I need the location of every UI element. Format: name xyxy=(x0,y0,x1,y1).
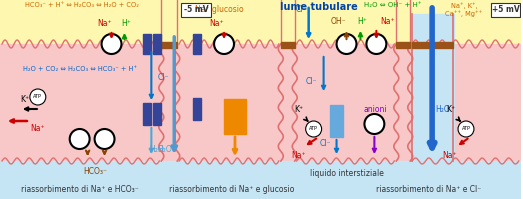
Text: K⁺: K⁺ xyxy=(294,105,303,114)
Text: H₂O: H₂O xyxy=(435,104,450,113)
Text: K⁺: K⁺ xyxy=(20,95,29,104)
Bar xyxy=(0,0,521,44)
Text: ATP: ATP xyxy=(462,127,470,132)
Text: Na⁺ glucosio: Na⁺ glucosio xyxy=(195,5,243,14)
Text: H⁺: H⁺ xyxy=(358,17,367,26)
Text: Cl⁻: Cl⁻ xyxy=(295,5,306,14)
Circle shape xyxy=(367,34,386,54)
Circle shape xyxy=(336,34,357,54)
FancyBboxPatch shape xyxy=(181,3,211,17)
Bar xyxy=(396,42,410,48)
Circle shape xyxy=(214,34,234,54)
Text: +5 mV: +5 mV xyxy=(492,6,520,15)
Text: Na⁺: Na⁺ xyxy=(443,151,458,160)
Text: ATP: ATP xyxy=(33,95,42,100)
Bar xyxy=(330,105,343,137)
Circle shape xyxy=(101,34,121,54)
Bar xyxy=(224,99,246,134)
Text: K⁺: K⁺ xyxy=(447,105,456,114)
Bar xyxy=(193,98,201,120)
Bar xyxy=(143,34,151,54)
Circle shape xyxy=(30,89,46,105)
Bar xyxy=(153,103,161,125)
Text: HCO₃⁻: HCO₃⁻ xyxy=(84,167,108,176)
Circle shape xyxy=(95,129,115,149)
Bar xyxy=(161,42,177,48)
Text: -5 mV: -5 mV xyxy=(184,6,209,15)
Text: Na⁺: Na⁺ xyxy=(30,124,44,133)
Text: Na⁺: Na⁺ xyxy=(380,17,395,26)
Text: H₂O ⇔ OH⁻ + H⁺: H₂O ⇔ OH⁻ + H⁺ xyxy=(365,2,422,8)
FancyBboxPatch shape xyxy=(491,3,520,17)
Text: OH⁻: OH⁻ xyxy=(331,17,346,26)
Text: HCO₃⁻ + H⁺ ⇔ H₂CO₃ ⇔ H₂O + CO₂: HCO₃⁻ + H⁺ ⇔ H₂CO₃ ⇔ H₂O + CO₂ xyxy=(25,2,139,8)
Bar xyxy=(143,103,151,125)
Text: riassorbimento di Na⁺ e Cl⁻: riassorbimento di Na⁺ e Cl⁻ xyxy=(376,184,481,193)
Text: Cl⁻: Cl⁻ xyxy=(320,139,332,148)
Text: ATP: ATP xyxy=(309,127,318,132)
Circle shape xyxy=(305,121,322,137)
Bar xyxy=(0,44,521,161)
Text: Cl⁻: Cl⁻ xyxy=(305,76,316,86)
Bar xyxy=(412,42,453,48)
Circle shape xyxy=(458,121,474,137)
Bar xyxy=(153,34,161,54)
Text: riassorbimento di Na⁺ e HCO₃⁻: riassorbimento di Na⁺ e HCO₃⁻ xyxy=(21,184,139,193)
Text: H₂O: H₂O xyxy=(150,144,164,153)
Text: riassorbimento di Na⁺ e glucosio: riassorbimento di Na⁺ e glucosio xyxy=(169,184,294,193)
Text: Cl⁻: Cl⁻ xyxy=(157,72,169,82)
Text: Na⁺, K⁺,
Ca⁺⁺, Mg⁺⁺: Na⁺, K⁺, Ca⁺⁺, Mg⁺⁺ xyxy=(446,2,483,17)
Text: Na⁺: Na⁺ xyxy=(210,19,224,28)
Text: lume tubulare: lume tubulare xyxy=(280,2,358,12)
Circle shape xyxy=(70,129,89,149)
Text: anioni: anioni xyxy=(363,104,387,113)
Circle shape xyxy=(365,114,384,134)
Bar xyxy=(193,34,201,54)
Text: H⁺: H⁺ xyxy=(121,19,131,28)
Text: Na⁺: Na⁺ xyxy=(97,19,112,28)
Text: Na⁺: Na⁺ xyxy=(291,151,306,160)
Text: liquido interstiziale: liquido interstiziale xyxy=(310,170,383,179)
Bar xyxy=(0,161,521,199)
Text: H₂O + CO₂ ⇔ H₂CO₃ ⇔ HCO₃⁻ + H⁺: H₂O + CO₂ ⇔ H₂CO₃ ⇔ HCO₃⁻ + H⁺ xyxy=(22,66,137,72)
Bar xyxy=(281,42,295,48)
Text: H₂O: H₂O xyxy=(157,144,172,153)
Bar xyxy=(412,14,454,161)
